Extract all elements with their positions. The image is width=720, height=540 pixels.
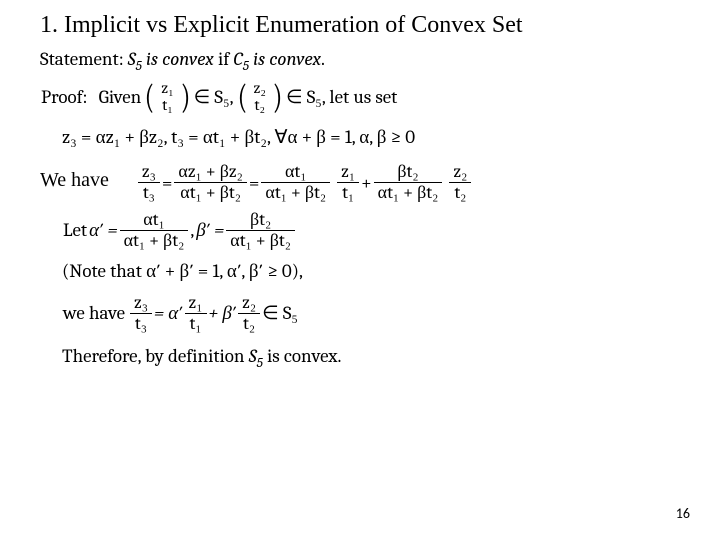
lhs-frac: z₃t₃: [138, 162, 160, 203]
th-tail: is convex.: [263, 345, 342, 367]
r1c: βt₂αt₁ + βt₂: [374, 162, 443, 203]
vec1-num: z₁: [158, 80, 176, 97]
r2-f1: z₁t₁: [185, 293, 207, 334]
r1b: αt₁αt₁ + βt₂: [261, 162, 330, 203]
r2-a: = α′: [154, 301, 183, 327]
r1a: αz₁ + βz₂αt₁ + βt₂: [174, 162, 246, 203]
wehave2-prefix: we have: [63, 301, 125, 327]
vec2-den: t₂: [251, 97, 269, 115]
st-m2: is convex: [249, 48, 321, 70]
in-s5-b: ∈ S₅, let us set: [286, 85, 397, 111]
vec1-den: t₁: [158, 97, 176, 115]
vec2-num: z₂: [251, 80, 269, 97]
th-prefix: Therefore, by definition: [62, 345, 249, 367]
bp-frac: βt₂αt₁ + βt₂: [226, 210, 295, 251]
r1c2-num: z₂: [449, 162, 471, 183]
st-s: S: [128, 48, 136, 70]
r2-lhs: z₃t₃: [130, 293, 152, 334]
lhs-num: z₃: [138, 162, 160, 183]
st-c: C: [233, 48, 242, 70]
r1a-den: αt₁ + βt₂: [174, 183, 246, 204]
therefore-line: Therefore, by definition S5 is convex.: [40, 344, 690, 373]
r2-f2: z₂t₂: [238, 293, 260, 334]
r1c-num: βt₂: [374, 162, 443, 183]
r1a-num: αz₁ + βz₂: [174, 162, 246, 183]
r2-f1-den: t₁: [185, 314, 207, 335]
st-prefix: Statement:: [40, 48, 128, 70]
proof-label: Proof:: [41, 85, 88, 111]
r2-f2-num: z₂: [238, 293, 260, 314]
wehave-label: We have: [40, 169, 109, 192]
def-line: z₃ = αz₁ + βz₂, t₃ = αt₁ + βt₂, ∀α + β =…: [40, 125, 690, 151]
beta-p: β′ =: [196, 218, 224, 244]
r2-lhs-num: z₃: [130, 293, 152, 314]
rparen-2: ): [273, 82, 283, 113]
vec1: z₁t₁: [158, 80, 176, 114]
let-prefix: Let: [63, 218, 87, 244]
r1b2-den: t₁: [337, 183, 359, 204]
r1b2: z₁t₁: [337, 162, 359, 203]
let-line: Let α′ = αt₁αt₁ + βt₂ , β′ = βt₂αt₁ + βt…: [40, 210, 690, 251]
vec2: z₂t₂: [251, 80, 269, 114]
lparen-2: (: [237, 82, 247, 113]
comma: ,: [190, 218, 194, 244]
slide-body: 1. Implicit vs Explicit Enumeration of C…: [0, 0, 720, 540]
wehave-row: We have z₃t₃ = αz₁ + βz₂αt₁ + βt₂ = αt₁α…: [40, 162, 690, 203]
r1b2-num: z₁: [337, 162, 359, 183]
given-prefix: Given: [99, 85, 142, 111]
st-m1: is convex: [142, 48, 218, 70]
r2-f1-num: z₁: [185, 293, 207, 314]
alpha-p: α′ =: [89, 218, 118, 244]
r2-tail: ∈ S₅: [262, 301, 298, 327]
st-if: if: [218, 48, 233, 70]
def-text: z₃ = αz₁ + βz₂, t₃ = αt₁ + βt₂, ∀α + β =…: [62, 126, 415, 148]
ap-num: αt₁: [120, 210, 189, 231]
r1b-den: αt₁ + βt₂: [261, 183, 330, 204]
rparen-1: ): [180, 82, 190, 113]
eq1: =: [162, 172, 173, 194]
r1c2: z₂t₂: [449, 162, 471, 203]
in-s5-a: ∈ S₅,: [194, 85, 234, 111]
plus1: +: [361, 172, 372, 194]
r2-f2-den: t₂: [238, 314, 260, 335]
page-number: 16: [676, 505, 690, 522]
wehave2-line: we have z₃t₃ = α′ z₁t₁ + β′ z₂t₂ ∈ S₅: [40, 293, 690, 334]
th-sym: S: [249, 345, 257, 367]
eq2: =: [249, 172, 260, 194]
bp-num: βt₂: [226, 210, 295, 231]
bp-den: αt₁ + βt₂: [226, 231, 295, 252]
slide-title: 1. Implicit vs Explicit Enumeration of C…: [40, 12, 690, 39]
r1b-num: αt₁: [261, 162, 330, 183]
ap-den: αt₁ + βt₂: [120, 231, 189, 252]
note-line: (Note that α′ + β′ = 1, α′, β′ ≥ 0),: [40, 259, 690, 285]
st-dot: .: [321, 48, 325, 70]
note-text: (Note that α′ + β′ = 1, α′, β′ ≥ 0),: [62, 260, 303, 282]
r2-b: + β′: [209, 301, 237, 327]
statement-line: Statement: S5 is convex if C5 is convex.: [40, 47, 690, 76]
ap-frac: αt₁αt₁ + βt₂: [120, 210, 189, 251]
main-eq: z₃t₃ = αz₁ + βz₂αt₁ + βt₂ = αt₁αt₁ + βt₂…: [137, 162, 472, 203]
r1c-den: αt₁ + βt₂: [374, 183, 443, 204]
lhs-den: t₃: [138, 183, 160, 204]
r2-lhs-den: t₃: [130, 314, 152, 335]
lparen-1: (: [145, 82, 155, 113]
given-line: Proof: Given ( z₁t₁ ) ∈ S₅, ( z₂t₂ ) ∈ S…: [40, 80, 690, 114]
r1c2-den: t₂: [449, 183, 471, 204]
